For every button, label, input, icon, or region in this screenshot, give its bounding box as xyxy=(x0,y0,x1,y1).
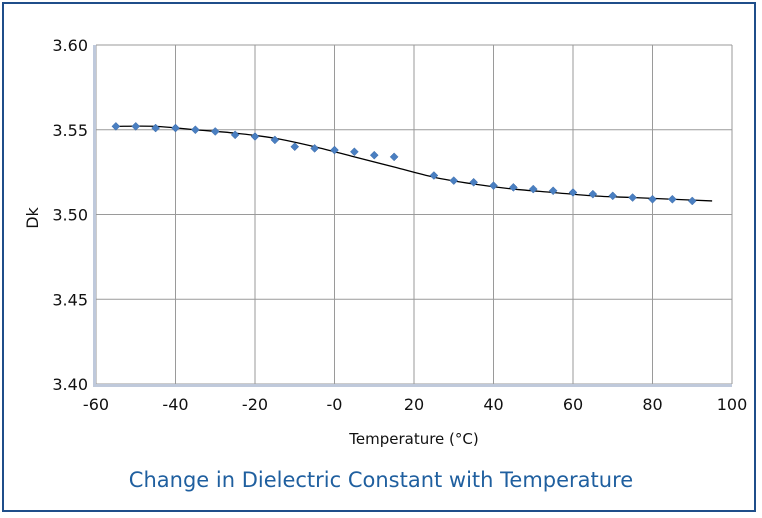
data-point xyxy=(370,151,378,159)
data-point xyxy=(450,177,458,185)
y-axis-line xyxy=(93,45,96,384)
data-point xyxy=(390,153,398,161)
y-tick-labels: 3.40 3.45 3.50 3.55 3.60 xyxy=(52,36,88,394)
x-tick-label: 20 xyxy=(404,395,424,414)
x-tick-label: 100 xyxy=(717,395,748,414)
data-point xyxy=(609,192,617,200)
x-tick-label: 80 xyxy=(642,395,662,414)
data-point xyxy=(490,182,498,190)
data-point xyxy=(350,148,358,156)
x-tick-label: 60 xyxy=(563,395,583,414)
y-tick-label: 3.45 xyxy=(52,290,88,309)
y-tick-label: 3.50 xyxy=(52,206,88,225)
data-point xyxy=(509,183,517,191)
data-point xyxy=(132,122,140,130)
x-tick-label: -40 xyxy=(162,395,188,414)
data-point xyxy=(569,188,577,196)
data-point xyxy=(251,133,259,141)
data-point xyxy=(291,143,299,151)
x-tick-label: -0 xyxy=(327,395,343,414)
x-tick-labels: -60 -40 -20 -0 20 40 60 80 100 xyxy=(83,395,747,414)
axes xyxy=(93,45,732,387)
data-point xyxy=(589,190,597,198)
y-tick-label: 3.55 xyxy=(52,121,88,140)
data-point xyxy=(688,197,696,205)
y-tick-label: 3.60 xyxy=(52,36,88,55)
y-axis-label: Dk xyxy=(23,206,42,228)
data-point xyxy=(529,185,537,193)
grid xyxy=(96,45,732,384)
chart-title: Change in Dielectric Constant with Tempe… xyxy=(0,468,762,492)
x-tick-label: -20 xyxy=(242,395,268,414)
x-tick-label: -60 xyxy=(83,395,109,414)
data-point xyxy=(191,126,199,134)
data-point xyxy=(152,124,160,132)
x-axis-line xyxy=(93,384,732,387)
data-points xyxy=(112,122,696,205)
data-point xyxy=(231,131,239,139)
data-point xyxy=(668,195,676,203)
data-point xyxy=(112,122,120,130)
y-tick-label: 3.40 xyxy=(52,375,88,394)
data-point xyxy=(549,187,557,195)
data-point xyxy=(470,178,478,186)
data-point xyxy=(649,195,657,203)
data-point xyxy=(629,194,637,202)
data-point xyxy=(172,124,180,132)
x-axis-label: Temperature (°C) xyxy=(348,430,478,448)
x-tick-label: 40 xyxy=(483,395,503,414)
data-point xyxy=(211,127,219,135)
